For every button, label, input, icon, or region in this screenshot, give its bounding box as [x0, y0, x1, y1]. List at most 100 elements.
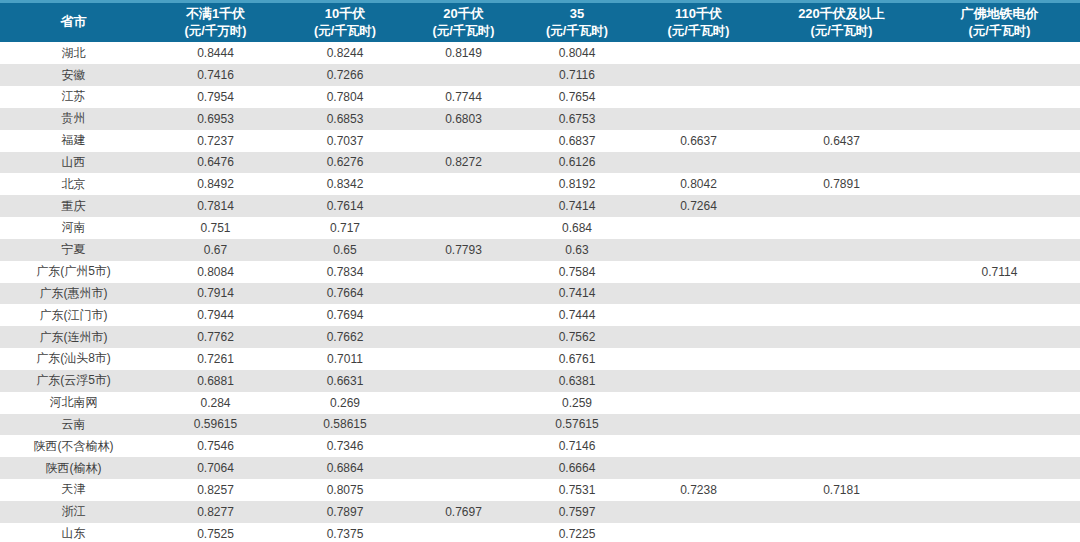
column-header-label: 220千伏及以上 [798, 6, 885, 21]
price-cell: 0.8044 [521, 42, 633, 64]
price-cell [764, 501, 919, 523]
price-cell [919, 348, 1080, 370]
province-cell: 广东(广州5市) [0, 261, 147, 283]
price-cell: 0.6864 [284, 457, 406, 479]
table-row: 山东0.75250.73750.7225 [0, 523, 1080, 542]
electricity-price-page: 省市不满1千伏(元/千万时)10千伏(元/千瓦时)20千伏(元/千瓦时)35(元… [0, 0, 1080, 542]
price-cell [764, 283, 919, 305]
column-header-unit: (元/千瓦时) [764, 23, 919, 40]
price-cell: 0.7954 [147, 86, 284, 108]
price-cell [633, 261, 764, 283]
price-cell: 0.7531 [521, 479, 633, 501]
price-cell: 0.8192 [521, 173, 633, 195]
price-cell: 0.8042 [633, 173, 764, 195]
price-cell [919, 457, 1080, 479]
price-cell: 0.8277 [147, 501, 284, 523]
price-cell [406, 414, 521, 436]
price-cell: 0.7914 [147, 283, 284, 305]
price-cell [764, 86, 919, 108]
price-cell: 0.6837 [521, 130, 633, 152]
province-cell: 湖北 [0, 42, 147, 64]
column-header-3: 20千伏 (元/千瓦时) [406, 2, 521, 43]
price-cell: 0.7064 [147, 457, 284, 479]
column-header-label: 20千伏 [443, 6, 483, 21]
price-cell: 0.7897 [284, 501, 406, 523]
price-cell: 0.7266 [284, 64, 406, 86]
price-cell [633, 392, 764, 414]
province-cell: 广东(连州市) [0, 326, 147, 348]
price-cell [764, 435, 919, 457]
province-cell: 云南 [0, 414, 147, 436]
price-cell [633, 457, 764, 479]
price-cell: 0.6631 [284, 370, 406, 392]
price-cell: 0.6853 [284, 108, 406, 130]
price-cell: 0.7662 [284, 326, 406, 348]
price-cell: 0.6126 [521, 152, 633, 174]
price-cell: 0.684 [521, 217, 633, 239]
price-cell: 0.751 [147, 217, 284, 239]
price-cell: 0.7546 [147, 435, 284, 457]
price-cell: 0.6953 [147, 108, 284, 130]
table-row: 广东(广州5市)0.80840.78340.75840.7114 [0, 261, 1080, 283]
price-cell: 0.7181 [764, 479, 919, 501]
province-cell: 河南 [0, 217, 147, 239]
price-cell [764, 261, 919, 283]
table-body: 湖北0.84440.82440.81490.8044安徽0.74160.7266… [0, 42, 1080, 542]
table-header: 省市不满1千伏(元/千万时)10千伏(元/千瓦时)20千伏(元/千瓦时)35(元… [0, 2, 1080, 43]
table-row: 广东(连州市)0.77620.76620.7562 [0, 326, 1080, 348]
price-cell: 0.7944 [147, 304, 284, 326]
price-cell: 0.269 [284, 392, 406, 414]
price-cell: 0.7416 [147, 64, 284, 86]
price-cell: 0.7697 [406, 501, 521, 523]
price-cell [919, 283, 1080, 305]
price-cell: 0.7814 [147, 195, 284, 217]
price-cell [919, 152, 1080, 174]
price-cell: 0.57615 [521, 414, 633, 436]
table-row: 江苏0.79540.78040.77440.7654 [0, 86, 1080, 108]
price-cell: 0.7584 [521, 261, 633, 283]
province-cell: 陕西(榆林) [0, 457, 147, 479]
price-cell: 0.7525 [147, 523, 284, 542]
price-cell [919, 523, 1080, 542]
price-cell: 0.6637 [633, 130, 764, 152]
column-header-5: 110千伏(元/千瓦时) [633, 2, 764, 43]
price-cell: 0.58615 [284, 414, 406, 436]
table-row: 广东(汕头8市)0.72610.70110.6761 [0, 348, 1080, 370]
price-cell: 0.8244 [284, 42, 406, 64]
price-cell [406, 195, 521, 217]
price-cell: 0.8342 [284, 173, 406, 195]
price-cell: 0.7891 [764, 173, 919, 195]
price-cell: 0.8492 [147, 173, 284, 195]
price-cell: 0.717 [284, 217, 406, 239]
price-cell [764, 42, 919, 64]
province-cell: 河北南网 [0, 392, 147, 414]
column-header-label: 110千伏 [675, 6, 722, 21]
price-cell: 0.7664 [284, 283, 406, 305]
province-cell: 广东(惠州市) [0, 283, 147, 305]
price-cell [919, 130, 1080, 152]
price-cell [406, 457, 521, 479]
price-cell [919, 86, 1080, 108]
price-cell [406, 435, 521, 457]
price-cell [633, 108, 764, 130]
table-row: 北京0.84920.83420.81920.80420.7891 [0, 173, 1080, 195]
price-cell: 0.7116 [521, 64, 633, 86]
price-cell: 0.7037 [284, 130, 406, 152]
column-header-unit: (元/千瓦时) [919, 23, 1080, 40]
table-row: 广东(云浮5市)0.68810.66310.6381 [0, 370, 1080, 392]
table-row: 重庆0.78140.76140.74140.7264 [0, 195, 1080, 217]
price-cell [764, 217, 919, 239]
price-cell [406, 261, 521, 283]
column-header-unit: (元/千万时) [147, 23, 284, 40]
table-row: 安徽0.74160.72660.7116 [0, 64, 1080, 86]
price-cell [764, 152, 919, 174]
price-cell [633, 435, 764, 457]
column-header-unit: (元/千瓦时) [406, 23, 521, 40]
province-cell: 贵州 [0, 108, 147, 130]
price-cell: 0.7762 [147, 326, 284, 348]
price-cell: 0.259 [521, 392, 633, 414]
price-cell: 0.7597 [521, 501, 633, 523]
price-cell: 0.7114 [919, 261, 1080, 283]
price-cell [919, 370, 1080, 392]
table-row: 广东(江门市)0.79440.76940.7444 [0, 304, 1080, 326]
